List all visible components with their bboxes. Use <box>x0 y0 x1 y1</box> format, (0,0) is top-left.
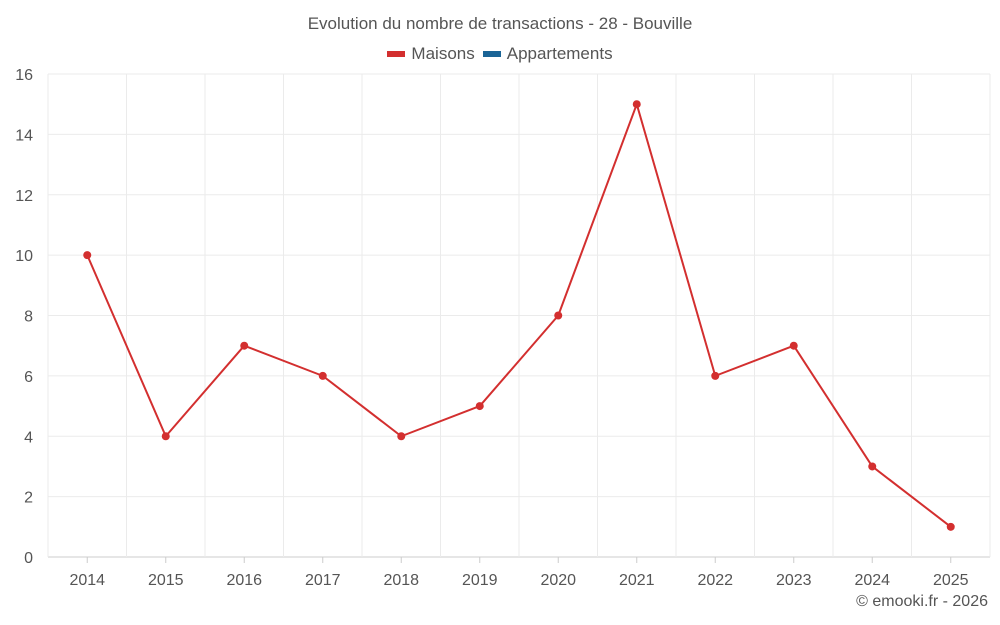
data-point <box>789 341 798 350</box>
x-tick-label: 2018 <box>383 572 419 589</box>
y-tick-label: 0 <box>24 550 33 567</box>
data-point <box>554 311 563 320</box>
y-tick-label: 16 <box>15 67 33 84</box>
data-point <box>318 371 327 380</box>
data-point <box>397 432 406 441</box>
legend-swatch-appartements <box>482 51 501 57</box>
legend: Maisons Appartements <box>0 44 1000 64</box>
legend-label-maisons: Maisons <box>411 44 475 63</box>
x-tick-label: 2017 <box>305 572 341 589</box>
x-tick-label: 2016 <box>226 572 262 589</box>
data-point <box>868 462 877 471</box>
data-point <box>632 100 641 109</box>
y-tick-label: 2 <box>24 490 33 507</box>
legend-label-appartements: Appartements <box>506 44 613 63</box>
x-tick-label: 2020 <box>540 572 576 589</box>
legend-swatch-maisons <box>387 51 406 57</box>
x-tick-label: 2024 <box>854 572 890 589</box>
series-line-maisons <box>86 103 952 528</box>
x-tick-label: 2015 <box>148 572 184 589</box>
data-point <box>83 251 92 260</box>
x-tick-label: 2023 <box>776 572 812 589</box>
data-point <box>475 402 484 411</box>
y-tick-label: 4 <box>24 429 33 446</box>
x-tick-label: 2019 <box>462 572 498 589</box>
legend-item-maisons[interactable]: Maisons <box>387 44 475 64</box>
y-tick-label: 8 <box>24 309 33 326</box>
x-tick-label: 2025 <box>933 572 969 589</box>
y-tick-label: 10 <box>15 248 33 265</box>
y-tick-label: 14 <box>15 127 33 144</box>
x-tick-label: 2021 <box>619 572 655 589</box>
data-point <box>711 371 720 380</box>
data-point <box>161 432 170 441</box>
y-tick-label: 6 <box>24 369 33 386</box>
y-tick-label: 12 <box>15 188 33 205</box>
chart-title: Evolution du nombre de transactions - 28… <box>307 14 693 33</box>
data-point <box>946 522 955 531</box>
legend-item-appartements[interactable]: Appartements <box>482 44 613 64</box>
data-point <box>240 341 249 350</box>
x-tick-label: 2022 <box>697 572 733 589</box>
credit-text: © emooki.fr - 2026 <box>856 593 988 610</box>
x-tick-label: 2014 <box>69 572 105 589</box>
